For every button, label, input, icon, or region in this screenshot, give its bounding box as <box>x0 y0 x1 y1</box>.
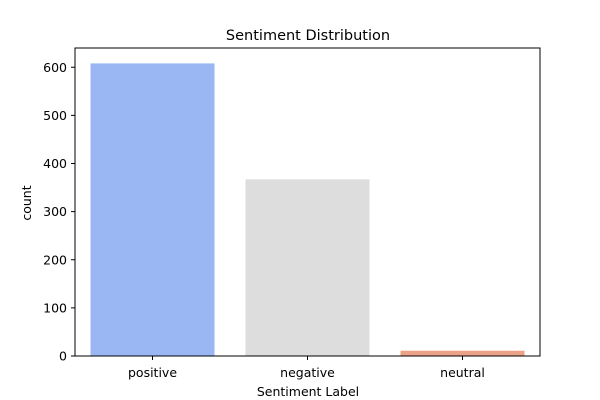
bar-neutral <box>400 350 525 356</box>
y-axis-label: count <box>19 185 34 220</box>
chart-title: Sentiment Distribution <box>226 28 390 44</box>
x-axis-label: Sentiment Label <box>257 384 359 399</box>
y-tick-label-0: 0 <box>59 349 67 364</box>
x-tick-label-negative: negative <box>280 365 335 380</box>
y-tick-label-500: 500 <box>43 108 67 123</box>
y-tick-label-600: 600 <box>43 60 67 75</box>
bar-negative <box>245 179 370 356</box>
bars-group <box>90 63 525 357</box>
y-tick-label-200: 200 <box>43 252 67 267</box>
y-tick-label-300: 300 <box>43 204 67 219</box>
x-tick-label-neutral: neutral <box>440 365 485 380</box>
x-tick-label-positive: positive <box>128 365 177 380</box>
y-tick-label-100: 100 <box>43 300 67 315</box>
y-tick-label-400: 400 <box>43 156 67 171</box>
x-axis: positive negative neutral <box>128 356 485 380</box>
y-axis: 0 100 200 300 400 500 600 <box>43 60 75 364</box>
bar-positive <box>90 63 215 357</box>
